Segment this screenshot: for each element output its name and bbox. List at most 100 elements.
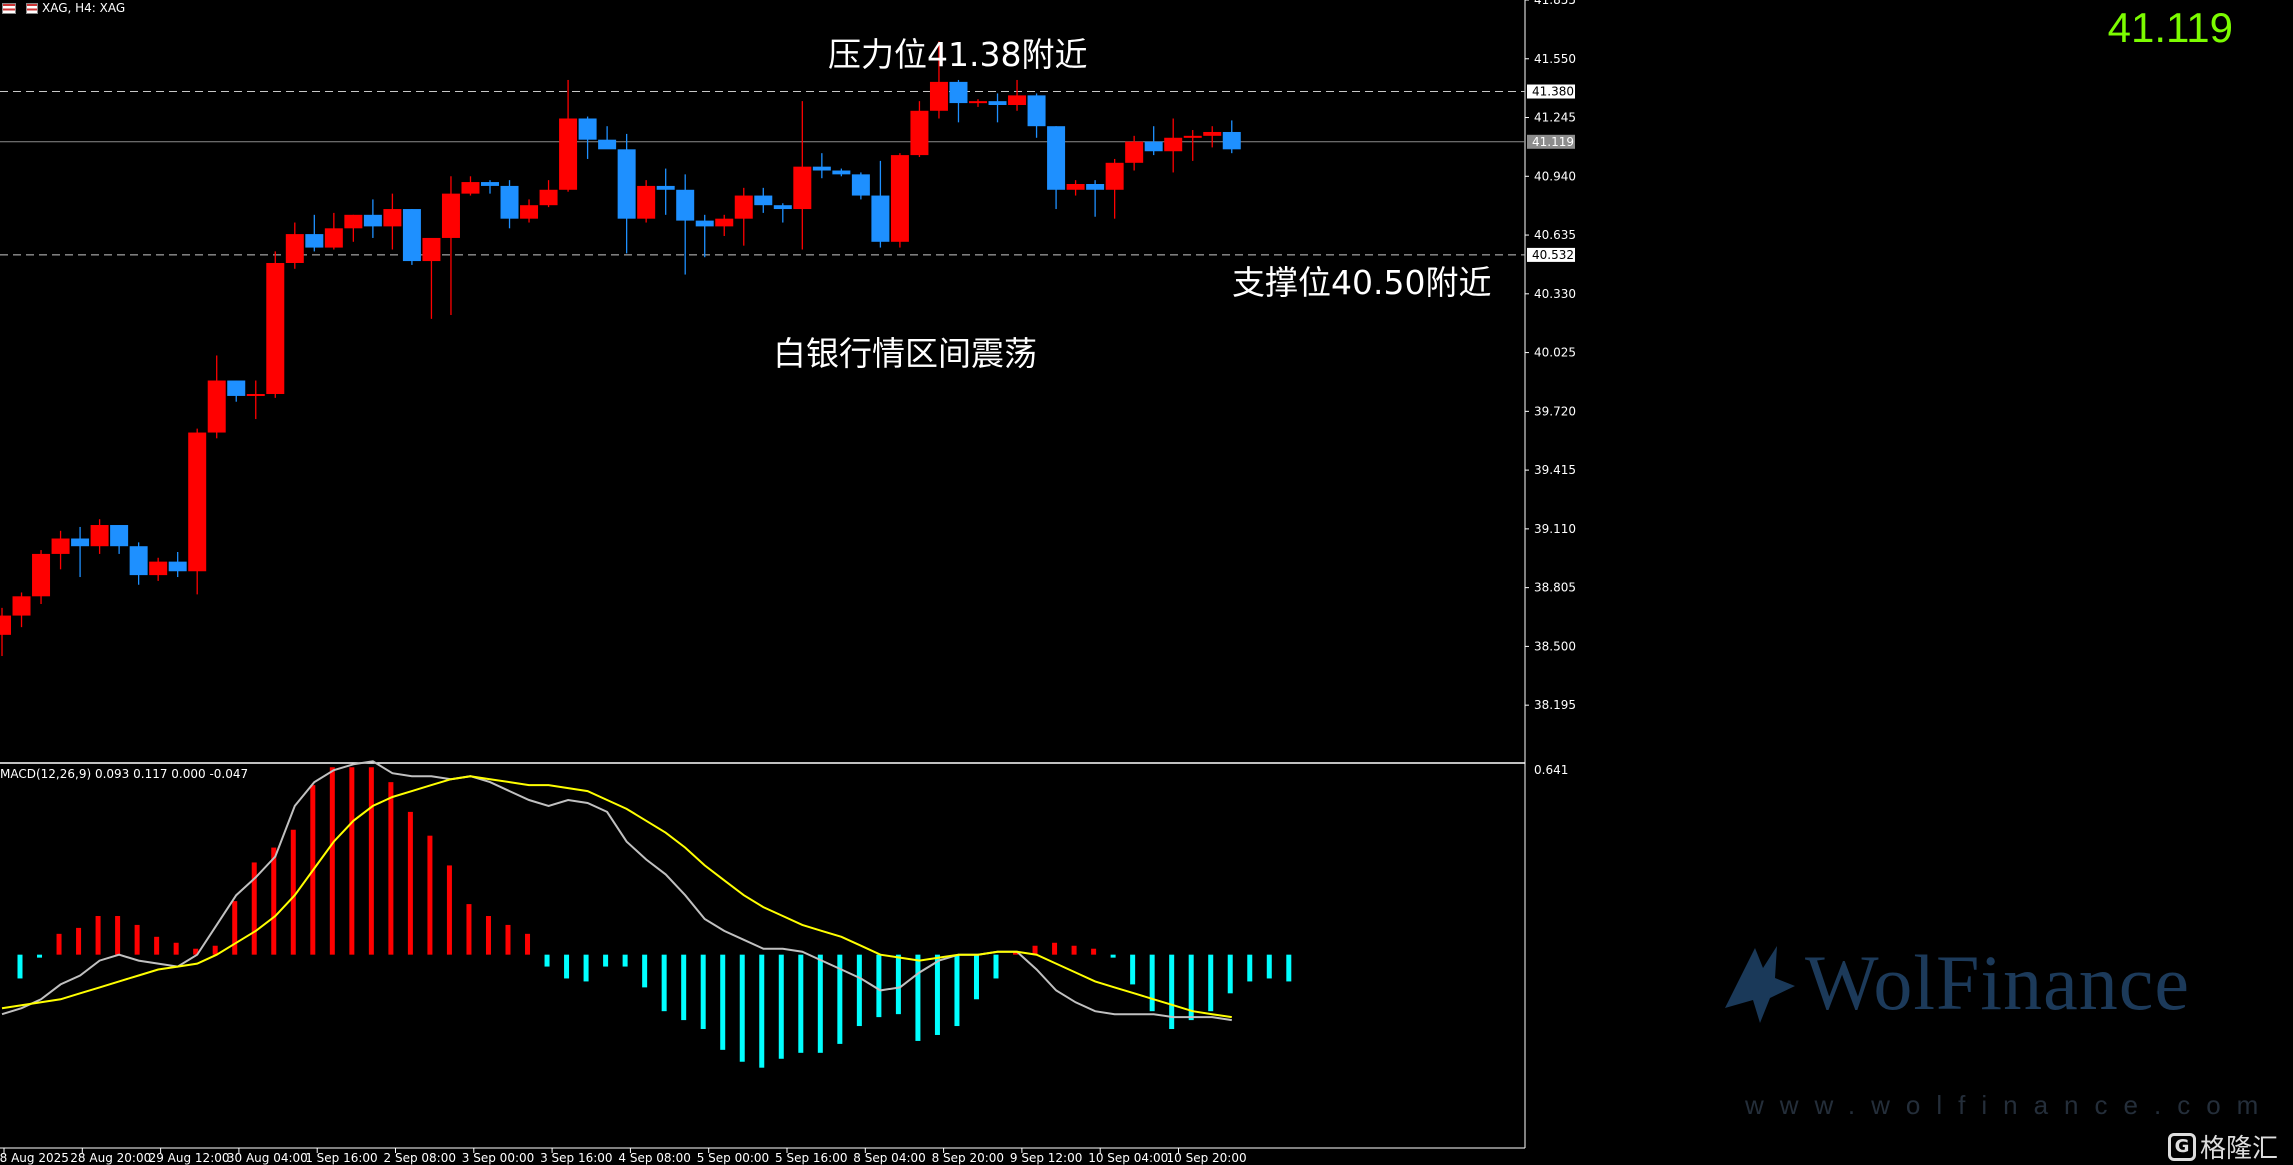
candle	[734, 187, 753, 246]
time-tick-label: 3 Sep 16:00	[540, 1151, 612, 1165]
watermark-url: www.wolfinance.com	[1745, 1090, 2275, 1120]
macd-histogram-bar	[76, 927, 82, 955]
level-label-box	[1527, 84, 1575, 99]
macd-histogram-bar	[37, 954, 43, 958]
candle-body	[949, 81, 968, 104]
candle-body	[207, 380, 226, 433]
symbol-flag-icon	[26, 2, 38, 14]
time-tick-label: 30 Aug 04:00	[227, 1151, 308, 1165]
macd-histogram-bar	[271, 847, 277, 955]
time-tick-label: 8 Sep 04:00	[853, 1151, 925, 1165]
candle-body	[32, 553, 51, 597]
candle-body	[871, 195, 890, 242]
candle	[71, 526, 90, 578]
candle	[422, 237, 441, 319]
candle	[1125, 135, 1144, 171]
watermark: WolFinance	[1715, 938, 2190, 1028]
time-tick-label: 28 Aug 20:00	[70, 1151, 151, 1165]
price-tick-label: 39.720	[1534, 404, 1576, 418]
candle	[168, 551, 187, 578]
candle-body	[1144, 141, 1163, 152]
macd-histogram-bar	[466, 904, 472, 955]
candle-body	[168, 561, 187, 572]
candle-body	[324, 228, 343, 248]
candle	[149, 557, 168, 581]
macd-histogram-bar	[837, 954, 843, 1044]
candle-body	[520, 205, 539, 219]
macd-histogram-bar	[505, 924, 511, 955]
macd-histogram-bar	[876, 954, 882, 1018]
wolf-logo-icon	[1725, 946, 1795, 1023]
macd-histogram-bar	[1071, 945, 1077, 955]
macd-histogram-bar	[251, 862, 257, 955]
macd-histogram-bar	[525, 933, 531, 955]
candle-body	[149, 561, 168, 576]
macd-histogram-bar	[1169, 954, 1175, 1030]
candle	[871, 160, 890, 248]
macd-line	[1, 760, 1232, 1022]
candle	[0, 607, 11, 657]
candle-body	[227, 380, 246, 396]
candle-body	[832, 170, 851, 175]
chart-menu-icon[interactable]	[2, 2, 16, 14]
macd-histogram-bar	[642, 954, 648, 988]
candle-body	[890, 155, 909, 242]
candle	[1008, 79, 1027, 111]
price-tick-label: 40.635	[1534, 228, 1576, 242]
macd-histogram-bar	[1286, 954, 1292, 982]
macd-histogram-bar	[993, 954, 999, 979]
candle	[578, 116, 597, 159]
macd-histogram-bar	[368, 767, 374, 955]
candle-body	[363, 214, 382, 227]
candle	[1047, 126, 1066, 210]
time-tick-label: 10 Sep 20:00	[1167, 1151, 1247, 1165]
candle-body	[1125, 141, 1144, 163]
candle	[1027, 93, 1046, 138]
macd-histogram-bar	[895, 954, 901, 1015]
time-tick-label: 4 Sep 08:00	[618, 1151, 690, 1165]
candle	[285, 222, 304, 269]
candle-body	[1105, 162, 1124, 190]
price-tick-label: 40.025	[1534, 346, 1576, 360]
candle	[129, 542, 148, 585]
candle-body	[305, 234, 324, 248]
candle	[598, 126, 617, 150]
macd-histogram-bar	[720, 954, 726, 1050]
candle-body	[461, 182, 480, 194]
candle-body	[617, 149, 636, 219]
candle	[695, 214, 714, 258]
macd-histogram-bar	[173, 942, 179, 955]
macd-histogram-bar	[1110, 954, 1116, 958]
macd-histogram-bar	[95, 915, 101, 955]
macd-histogram-bar	[954, 954, 960, 1027]
candle	[481, 180, 499, 194]
resistance-annotation: 压力位41.38附近	[828, 35, 1088, 74]
macd-histogram-bar	[778, 954, 784, 1059]
time-tick-label: 3 Sep 00:00	[462, 1151, 534, 1165]
macd-histogram-bar	[622, 954, 628, 967]
candle	[207, 355, 226, 439]
candle	[793, 101, 812, 250]
candle	[559, 79, 578, 192]
candle-body	[929, 81, 948, 111]
macd-histogram-bar	[290, 829, 296, 955]
candle	[949, 79, 968, 123]
candle	[441, 176, 460, 316]
price-tick-label: 39.415	[1534, 463, 1576, 477]
brand-name: 格隆汇	[2200, 1134, 2279, 1164]
candle-body	[578, 118, 597, 140]
candle	[617, 133, 636, 254]
candle-body	[851, 174, 870, 196]
time-tick-label: 29 Aug 12:00	[149, 1151, 230, 1165]
candle-body	[1047, 126, 1066, 190]
candle-body	[422, 237, 441, 262]
candle	[773, 203, 792, 223]
candle-body	[1008, 95, 1027, 106]
macd-histogram-bar	[115, 915, 121, 955]
candle-body	[812, 166, 831, 171]
macd-histogram-bar	[1149, 954, 1155, 1012]
price-tick-label: 39.110	[1534, 522, 1576, 536]
candle	[812, 153, 831, 179]
candle-body	[539, 189, 558, 206]
